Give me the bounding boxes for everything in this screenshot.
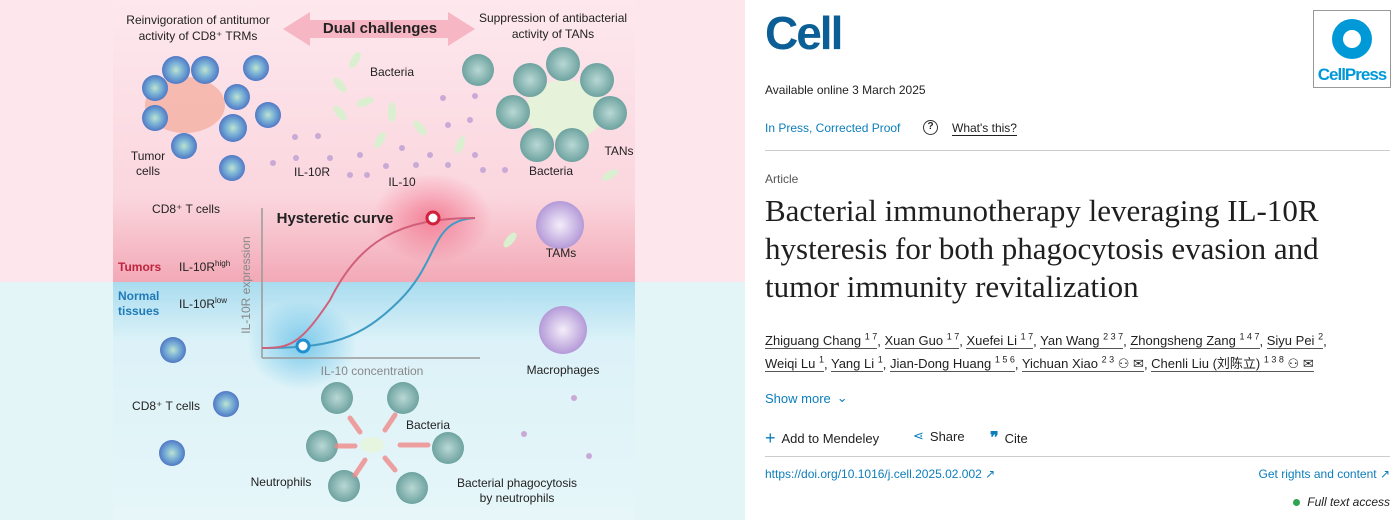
- top-right-title: activity of TANs: [512, 27, 594, 41]
- cite-button[interactable]: ❞ Cite: [990, 430, 1028, 447]
- il10r-high-label: IL-10Rhigh: [179, 259, 230, 274]
- question-circle-icon[interactable]: ?: [923, 120, 938, 135]
- person-icon: ⚇: [1287, 356, 1300, 372]
- macrophage: [539, 306, 587, 354]
- plus-icon: +: [765, 428, 776, 448]
- available-online: Available online 3 March 2025: [765, 83, 926, 97]
- tans-label: TANs: [604, 144, 633, 158]
- author: Yang Li 1,: [830, 355, 890, 373]
- top-left-title: activity of CD8⁺ TRMs: [139, 29, 258, 43]
- cellpress-mark-icon: [1332, 19, 1372, 59]
- cellpress-name: CellPress: [1317, 65, 1388, 84]
- bacteria-and-il10: [270, 51, 619, 459]
- author-link[interactable]: Zhongsheng Zang 1 4 7: [1130, 332, 1260, 350]
- dual-challenges-label: Dual challenges: [323, 20, 437, 37]
- author-line: Zhiguang Chang 1 7, Xuan Guo 1 7, Xuefei…: [765, 326, 1390, 350]
- access-status: Full text access: [1293, 495, 1390, 509]
- article-header: Cell CellPress Available online 3 March …: [765, 0, 1391, 520]
- phagocytosis-label: by neutrophils: [480, 491, 555, 505]
- rights-link[interactable]: Get rights and content ↗: [1258, 467, 1390, 481]
- macrophages-label: Macrophages: [527, 363, 600, 377]
- show-more-button[interactable]: Show more ⌄: [765, 390, 848, 406]
- author: Siyu Pei 2,: [1266, 332, 1327, 350]
- author: Yan Wang 2 3 7,: [1040, 332, 1131, 350]
- tumors-label: Tumors: [118, 260, 161, 274]
- normal-tissues-label: tissues: [118, 304, 160, 318]
- il10r-label: IL-10R: [294, 165, 330, 179]
- author-link[interactable]: Yan Wang 2 3 7: [1040, 332, 1124, 350]
- author: Jian-Dong Huang 1 5 6,: [890, 355, 1022, 373]
- quote-icon: ❞: [990, 430, 999, 447]
- share-button[interactable]: ⋖ Share: [913, 428, 965, 444]
- divider: [765, 456, 1390, 457]
- phagocytosis-label: Bacterial phagocytosis: [457, 476, 577, 490]
- author-link[interactable]: Zhiguang Chang 1 7: [765, 332, 878, 350]
- cell-journal-logo[interactable]: Cell: [765, 7, 843, 59]
- cellpress-logo[interactable]: CellPress: [1313, 10, 1391, 88]
- normal-tissues-label: Normal: [118, 289, 159, 303]
- status: In Press, Corrected Proof: [765, 121, 901, 135]
- top-right-title: Suppression of antibacterial: [479, 11, 627, 25]
- chevron-down-icon: ⌄: [836, 390, 848, 405]
- cd8-label: CD8⁺ T cells: [132, 399, 200, 413]
- green-dot-icon: [1293, 498, 1301, 506]
- article-type: Article: [765, 172, 799, 186]
- author: Zhiguang Chang 1 7,: [765, 332, 885, 350]
- author-link[interactable]: Siyu Pei 2: [1266, 332, 1324, 350]
- article-title: Bacterial immunotherapy leveraging IL-10…: [765, 193, 1319, 304]
- author-link[interactable]: Yang Li 1: [830, 355, 883, 373]
- cd8-t-cell-cluster: [142, 55, 281, 181]
- tan-cluster: [462, 47, 627, 354]
- email-icon: ✉: [1133, 356, 1144, 372]
- author-link[interactable]: Yichuan Xiao 2 3 ⚇ ✉: [1021, 355, 1144, 373]
- cd8-t-cells-normal: [159, 337, 239, 466]
- bacteria-label: Bacteria: [370, 65, 414, 79]
- author-list: Zhiguang Chang 1 7, Xuan Guo 1 7, Xuefei…: [765, 326, 1390, 373]
- author: Xuefei Li 1 7,: [966, 332, 1041, 350]
- il10-label: IL-10: [388, 175, 416, 189]
- top-left-title: Reinvigoration of antitumor: [126, 13, 269, 27]
- bacteria-label: Bacteria: [529, 164, 573, 178]
- author: Xuan Guo 1 7,: [884, 332, 967, 350]
- tams-label: TAMs: [546, 246, 576, 260]
- y-axis-label: IL-10R expression: [239, 236, 253, 333]
- author-link[interactable]: Jian-Dong Huang 1 5 6: [890, 355, 1015, 373]
- author-line: Weiqi Lu 1, Yang Li 1, Jian-Dong Huang 1…: [765, 349, 1390, 373]
- author: Yichuan Xiao 2 3 ⚇ ✉,: [1021, 355, 1152, 373]
- cd8-label: CD8⁺ T cells: [152, 202, 220, 216]
- graphical-abstract: Reinvigoration of antitumor activity of …: [0, 0, 745, 520]
- curve-title: Hysteretic curve: [277, 210, 394, 227]
- author: Chenli Liu (刘陈立) 1 3 8 ⚇ ✉: [1151, 355, 1314, 373]
- add-to-mendeley-button[interactable]: + Add to Mendeley: [765, 428, 880, 448]
- neutrophils-label: Neutrophils: [251, 475, 312, 489]
- x-axis-label: IL-10 concentration: [321, 364, 424, 378]
- author-link[interactable]: Weiqi Lu 1: [765, 355, 824, 373]
- author-link[interactable]: Chenli Liu (刘陈立) 1 3 8 ⚇ ✉: [1151, 355, 1314, 373]
- whats-this-link[interactable]: What's this?: [952, 121, 1017, 135]
- tumor-cells-label: cells: [136, 164, 160, 178]
- person-icon: ⚇: [1117, 356, 1130, 372]
- doi-link[interactable]: https://doi.org/10.1016/j.cell.2025.02.0…: [765, 467, 996, 481]
- dual-challenges-arrow: [283, 12, 475, 46]
- share-icon: ⋖: [913, 428, 924, 443]
- email-icon: ✉: [1302, 356, 1314, 372]
- il10r-low-label: IL-10Rlow: [179, 296, 227, 311]
- hysteretic-curve-chart: [261, 208, 480, 359]
- author-link[interactable]: Xuan Guo 1 7: [884, 332, 960, 350]
- author: Weiqi Lu 1,: [765, 355, 831, 373]
- divider: [765, 150, 1390, 151]
- author: Zhongsheng Zang 1 4 7,: [1130, 332, 1267, 350]
- tumor-cells-label: Tumor: [131, 149, 165, 163]
- neutrophils: [306, 382, 464, 504]
- author-link[interactable]: Xuefei Li 1 7: [966, 332, 1034, 350]
- bacteria-label: Bacteria: [406, 418, 450, 432]
